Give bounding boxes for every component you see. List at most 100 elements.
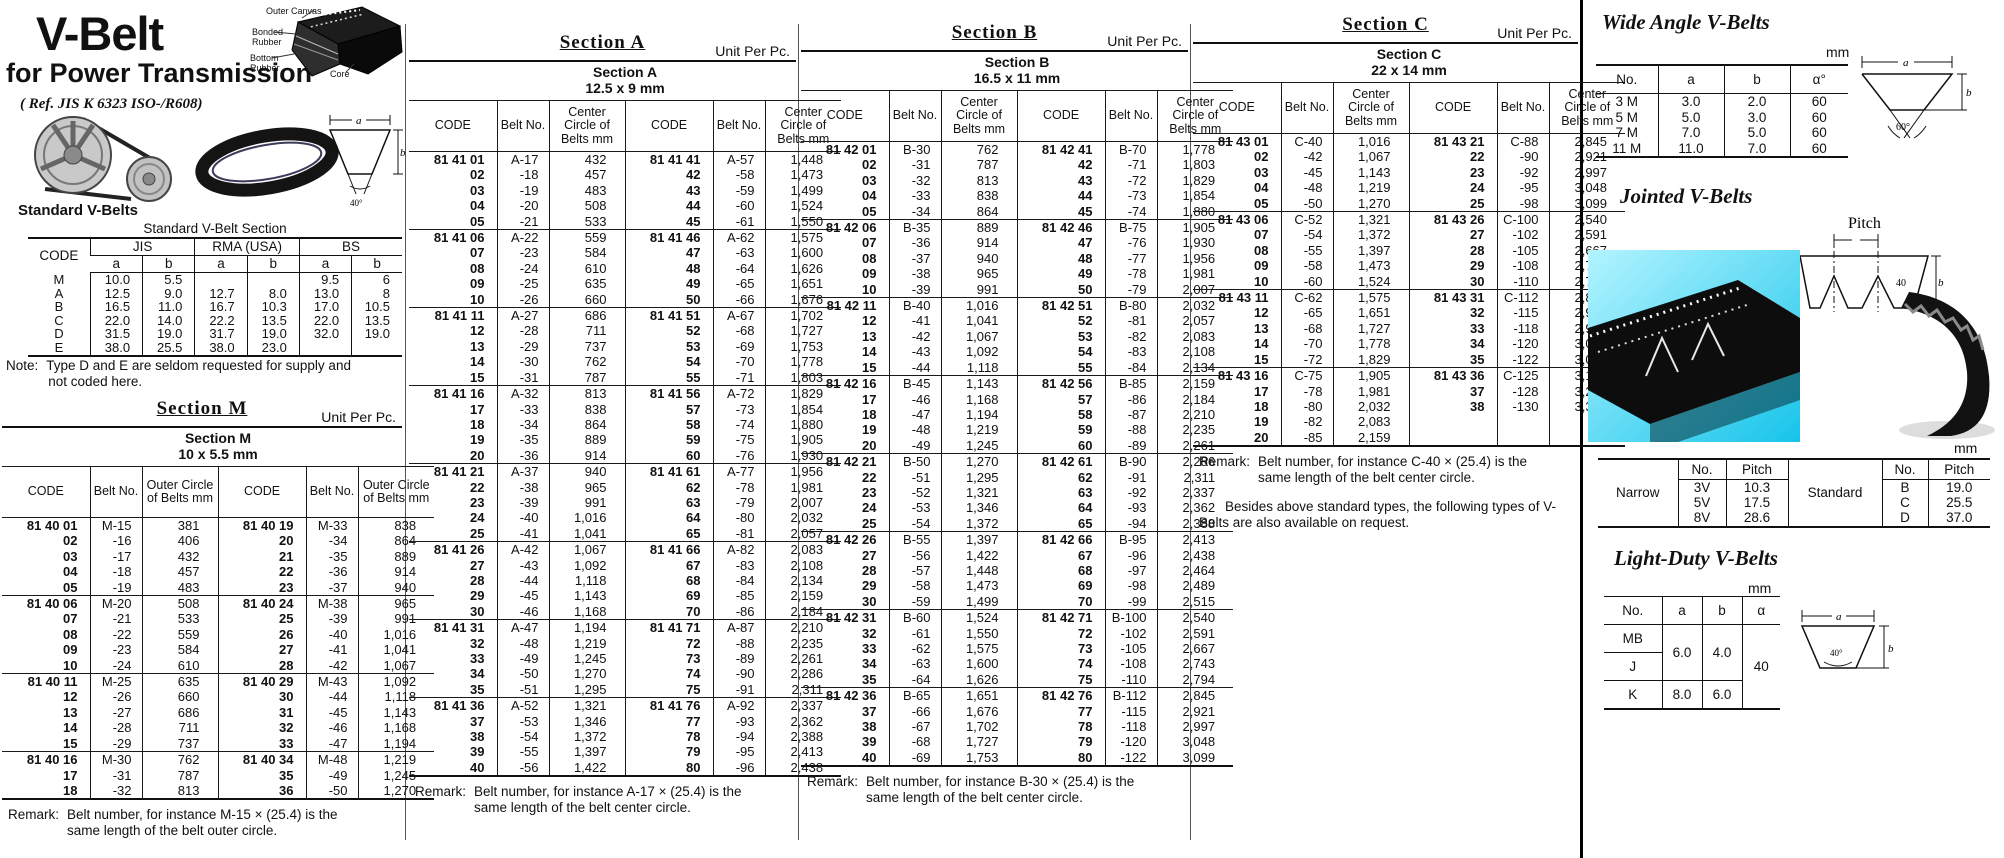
table-row: 03 -32 813 43 -72 1,829: [801, 172, 1234, 189]
belt-no-cell: -24: [496, 260, 549, 277]
belt-no-cell: -72: [1280, 351, 1333, 368]
column-header: a: [90, 255, 143, 273]
circle-length-cell: 2,515: [1156, 593, 1234, 610]
belt-no-cell: -43: [888, 344, 941, 360]
code-cell: 19: [1254, 414, 1269, 430]
code-cell: 69: [1016, 578, 1105, 594]
code-cell: 81 43 16: [1193, 367, 1281, 384]
belt-no-cell: -64: [712, 260, 765, 277]
code-cell: 57: [624, 401, 713, 417]
code-cell: 77: [1016, 703, 1105, 720]
code-cell: 20: [470, 447, 485, 463]
circle-length-cell: 1,372: [1332, 227, 1409, 243]
table-row: Section B 16.5 x 11 mm: [801, 52, 1234, 91]
circle-length-cell: 711: [141, 720, 218, 736]
jointed-belt-photo: [1588, 250, 1800, 442]
table-row: 04 -48 1,219 24 -95 3,048: [1193, 180, 1626, 196]
column-header: CODE: [409, 100, 497, 152]
belt-no-cell: -58: [888, 578, 941, 594]
code-cell: 72: [1016, 625, 1105, 641]
code-cell: 60: [624, 447, 713, 464]
code-cell: 65: [624, 525, 713, 542]
circle-length-cell: 2,083: [1156, 328, 1234, 345]
code-cell: 18: [1254, 398, 1269, 414]
circle-length-cell: 1,651: [1332, 305, 1409, 321]
circle-length-cell: 1,880: [764, 416, 842, 433]
value-cell: 11.0: [1657, 140, 1724, 158]
code-cell: 81 42 16: [801, 375, 889, 392]
circle-length-cell: 559: [141, 626, 218, 643]
belt-no-cell: -122: [1496, 351, 1549, 368]
circle-length-cell: 1,702: [940, 719, 1017, 735]
code-cell: 81 43 11: [1193, 289, 1281, 306]
code-cell: 45: [624, 213, 713, 230]
belt-no-cell: -90: [712, 666, 765, 682]
belt-no-cell: -45: [1280, 164, 1333, 181]
belt-no-cell: -37: [305, 579, 358, 596]
column-header: Belt No.: [888, 90, 941, 142]
belt-no-cell: -128: [1496, 383, 1549, 399]
circle-length-cell: 1,194: [940, 406, 1017, 423]
belt-no-cell: -16: [89, 533, 142, 549]
code-cell: 54: [624, 354, 713, 370]
value-cell: 60: [1789, 109, 1848, 126]
code-cell: 09: [470, 276, 485, 292]
belt-no-cell: -50: [496, 666, 549, 682]
pitch-label: Pitch: [1848, 215, 1881, 232]
table-row: Section M 10 x 5.5 mm: [2, 428, 435, 467]
section-b-table: Section B 16.5 x 11 mm CODE Belt No. Center …: [801, 52, 1234, 768]
belt-no-cell: 5V: [1677, 495, 1726, 511]
belt-no-cell: -73: [1104, 188, 1157, 204]
belt-no-cell: -29: [496, 338, 549, 355]
belt-no-cell: -88: [712, 635, 765, 651]
code-cell: 81 41 21: [409, 463, 497, 480]
circle-length-cell: 559: [548, 229, 625, 246]
circle-length-cell: 1,753: [940, 749, 1017, 767]
cogged-belt-photo: [1891, 284, 2003, 444]
belt-no-cell: [1496, 414, 1549, 430]
value-cell: 60: [1789, 125, 1848, 141]
table-title: Section B: [984, 54, 1050, 70]
code-cell: 18: [862, 406, 877, 422]
code-cell: 81 41 11: [409, 307, 497, 324]
belt-no-cell: -23: [496, 245, 549, 261]
circle-length-cell: 1,219: [940, 422, 1017, 438]
unit-label: Unit Per Pc.: [715, 43, 790, 59]
code-cell: 38: [470, 729, 485, 745]
table-row: D 31.5 19.0 31.7 19.0 32.0 19.0: [28, 327, 402, 341]
circle-length-cell: 660: [141, 689, 218, 705]
belt-no-cell: -91: [1104, 469, 1157, 485]
table-row: 81 42 36 B-65 1,651 81 42 76 B-112 2,845: [801, 687, 1234, 704]
belt-no-cell: -51: [888, 469, 941, 485]
belt-no-cell: A-27: [496, 307, 549, 324]
table-row: 81 41 06 A-22 559 81 41 46 A-62 1,575: [409, 229, 842, 246]
belt-no-cell: B-45: [888, 375, 941, 392]
circle-length-cell: 1,346: [548, 713, 625, 730]
circle-length-cell: 1,829: [1332, 351, 1409, 368]
code-cell: 43: [624, 182, 713, 199]
construction-label: Bonded Rubber: [252, 27, 284, 47]
table-row: 32 -61 1,550 72 -102 2,591: [801, 625, 1234, 641]
belt-no-cell: -96: [1104, 547, 1157, 563]
column-header: Belt No.: [1280, 82, 1333, 134]
code-cell: 29: [862, 578, 877, 594]
table-row: 81 42 21 B-50 1,270 81 42 61 B-90 2,286: [801, 453, 1234, 470]
code-cell: 63: [1016, 484, 1105, 501]
table-row: 7 M 7.0 5.0 60: [1596, 125, 1848, 141]
belt-no-cell: J: [1604, 652, 1662, 681]
code-cell: 62: [1016, 469, 1105, 485]
section-heading: Section M: [156, 398, 248, 419]
circle-length-cell: 2,997: [1156, 719, 1234, 735]
belt-no-cell: -120: [1104, 734, 1157, 750]
belt-no-cell: A-47: [496, 619, 549, 636]
circle-length-cell: 1,727: [1332, 320, 1409, 337]
belt-no-cell: -36: [888, 235, 941, 251]
circle-length-cell: 1,372: [940, 515, 1017, 532]
code-cell: 79: [624, 744, 713, 760]
belt-no-cell: -46: [888, 391, 941, 407]
circle-length-cell: 3,099: [1548, 195, 1626, 212]
belt-no-cell: A-37: [496, 463, 549, 480]
